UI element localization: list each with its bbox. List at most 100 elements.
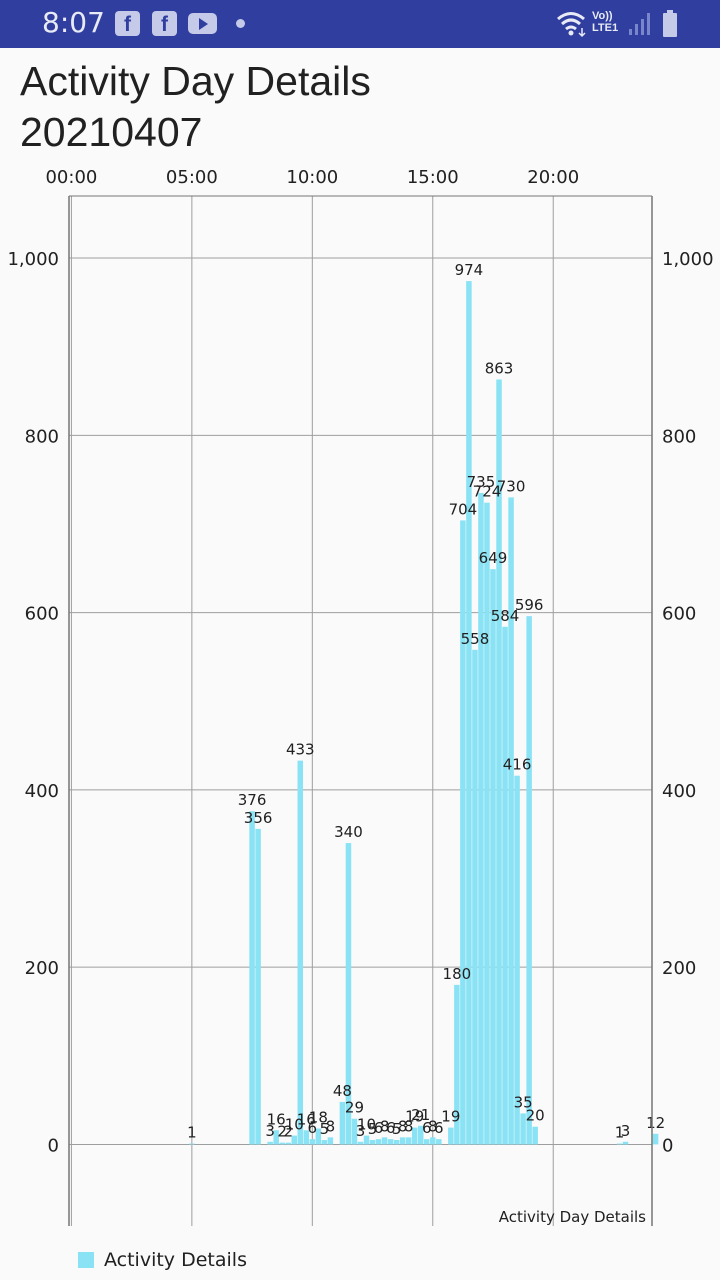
y-tick-label-left: 800 [25,426,59,447]
bar [393,1140,400,1145]
bar-value-label: 558 [461,630,490,648]
x-tick-label: 10:00 [286,167,338,188]
bar-value-label: 48 [333,1082,352,1100]
x-tick-label: 05:00 [166,167,218,188]
bar-value-label: 863 [485,359,514,377]
x-tick-label: 15:00 [407,167,459,188]
dot-icon [236,19,245,28]
bar [520,1113,526,1145]
volte-label: Vo)) LTE1 [592,10,619,34]
y-tick-label-left: 600 [25,604,59,625]
bar [466,281,472,1145]
y-tick-label-right: 1,000 [662,249,714,270]
y-tick-label-right: 200 [662,958,696,979]
bar-value-label: 29 [345,1099,364,1117]
bar-value-label: 1 [615,1124,625,1142]
bar-value-label: 8 [404,1117,414,1135]
y-tick-label-left: 1,000 [7,249,59,270]
bar [417,1125,424,1145]
bar [622,1141,629,1145]
bar-value-label: 340 [334,823,363,841]
facebook-icon: f [115,11,140,36]
x-tick-label: 00:00 [45,167,97,188]
bar [508,497,514,1145]
bar-value-label: 8 [428,1117,438,1135]
bar [345,843,352,1145]
bar-value-label: 19 [441,1108,460,1126]
bar [532,1126,538,1145]
bar-value-label: 21 [411,1106,430,1124]
bar-value-label: 18 [309,1108,328,1126]
status-time: 8:07 [42,6,105,39]
bar-value-label: 10 [357,1116,376,1134]
bar-value-label: 10 [285,1116,304,1134]
bar [297,760,304,1145]
bar-value-label: 6 [374,1119,384,1137]
page-title: Activity Day Details 20210407 [20,58,371,155]
bar [267,1141,273,1145]
bar-value-label: 416 [503,756,532,774]
bar-value-label: 704 [449,500,478,518]
bar-value-label: 19 [405,1108,424,1126]
activity-bar-chart: 1376356316221043316618584834029310568658… [7,167,714,1226]
bar-value-label: 3 [265,1122,275,1140]
bar [399,1137,406,1145]
bar-value-label: 974 [455,261,484,279]
bar [309,1139,316,1145]
bar-value-label: 1 [187,1124,197,1142]
y-tick-label-left: 0 [48,1135,59,1156]
bar-value-label: 6 [422,1119,432,1137]
bar [436,1139,442,1145]
bar-value-label: 376 [238,791,267,809]
bar [315,1128,322,1145]
bar-value-label: 180 [443,965,472,983]
status-bar: 8:07 f f Vo)) LTE1 [0,0,720,48]
bar [381,1137,388,1145]
bar [279,1142,285,1145]
bar-value-label: 735 [467,473,496,491]
bar-value-label: 596 [515,596,544,614]
bar [339,1101,346,1145]
signal-icon [629,13,650,35]
y-tick-label-left: 400 [25,781,59,802]
bar-value-label: 2 [277,1123,287,1141]
bar [327,1137,334,1145]
bar [411,1127,418,1145]
bar-value-label: 16 [267,1110,286,1128]
bar-value-label: 3 [621,1122,631,1140]
bar [616,1143,623,1145]
chart-axes: 00:00 05:00 10:00 15:00 20:00 0 0 200 200 400 400 6… [7,167,714,1226]
bar [652,1133,659,1145]
bar [273,1130,279,1145]
bar-value-label: 5 [368,1120,378,1138]
bar [387,1139,394,1145]
chart-value-labels: 1376356316221043316618584834029310568658… [187,261,665,1141]
bar-value-label: 8 [326,1117,336,1135]
bar-value-label: 356 [244,809,273,827]
battery-icon [663,10,677,37]
bar-value-label: 35 [514,1093,533,1111]
bar [351,1118,358,1145]
legend-swatch [78,1252,94,1268]
bar-value-label: 20 [526,1107,545,1125]
bar-value-label: 730 [497,477,526,495]
y-tick-label-left: 200 [25,958,59,979]
bar [478,492,484,1145]
y-tick-label-right: 600 [662,604,696,625]
bar [291,1135,297,1145]
bar [249,811,255,1145]
bar-value-label: 6 [308,1119,318,1137]
wifi-icon [557,12,586,38]
bar [490,569,496,1145]
chart-description-label: Activity Day Details [499,1208,646,1226]
bar-value-label: 8 [398,1117,408,1135]
bar [430,1137,436,1145]
bar-value-label: 6 [434,1119,444,1137]
bar-value-label: 724 [473,483,502,501]
bar [405,1137,412,1145]
bar [369,1140,376,1145]
youtube-icon [188,13,217,34]
bar-value-label: 584 [491,607,520,625]
bar-value-label: 5 [392,1120,402,1138]
bar-value-label: 433 [286,741,315,759]
